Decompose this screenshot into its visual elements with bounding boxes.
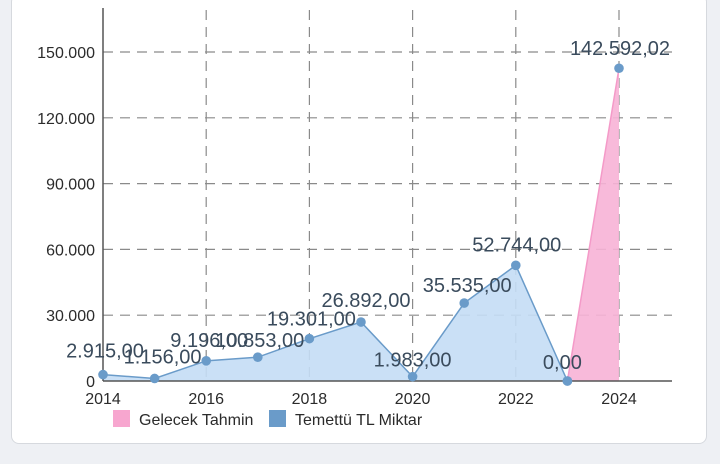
data-points <box>98 63 624 386</box>
y-tick-label: 90.000 <box>46 177 95 194</box>
data-label: 19.301,00 <box>267 309 356 331</box>
data-point <box>562 376 573 386</box>
x-tick-label: 2016 <box>188 391 224 408</box>
data-point <box>252 352 263 362</box>
legend-label: Temettü TL Miktar <box>295 412 423 429</box>
legend-swatch <box>113 410 130 427</box>
series-line <box>566 68 620 382</box>
y-tick-label: 120.000 <box>37 111 95 128</box>
legend-label: Gelecek Tahmin <box>139 412 253 429</box>
data-labels: 2.915,001.156,009.196,0010.853,0019.301,… <box>66 38 670 374</box>
y-tick-label: 0 <box>86 374 95 391</box>
x-tick-label: 2022 <box>498 391 534 408</box>
data-point <box>356 317 366 327</box>
data-point <box>407 371 418 382</box>
x-tick-label: 2024 <box>601 391 637 408</box>
data-point <box>149 373 160 384</box>
data-label: 1.983,00 <box>374 350 452 372</box>
data-label: 35.535,00 <box>423 275 512 297</box>
y-tick-label: 60.000 <box>46 242 95 259</box>
data-point <box>98 369 108 380</box>
data-point <box>511 260 521 271</box>
data-point <box>459 298 470 308</box>
data-point <box>614 63 624 74</box>
y-tick-label: 150.000 <box>37 45 95 62</box>
x-tick-label: 2020 <box>395 391 431 408</box>
x-tick-label: 2014 <box>85 391 121 408</box>
tick-labels: 0 30.000 60.000 90.000 120.000 150.000 2014 201… <box>37 45 637 408</box>
series-areas <box>102 68 620 382</box>
data-label: 0,00 <box>543 352 582 374</box>
data-label: 26.892,00 <box>322 290 411 312</box>
data-point <box>201 356 211 366</box>
series-area <box>103 265 568 381</box>
legend-swatch <box>269 410 286 427</box>
series-line <box>102 264 569 382</box>
axes <box>102 8 672 382</box>
data-label: 1.156,00 <box>124 346 202 368</box>
data-label: 52.744,00 <box>472 234 561 256</box>
data-point <box>304 333 315 344</box>
y-tick-label: 30.000 <box>46 308 95 325</box>
x-tick-label: 2018 <box>292 391 328 408</box>
data-label: 10.853,00 <box>215 330 304 352</box>
data-label: 142.592,02 <box>570 38 670 60</box>
legend: Gelecek Tahmin Temettü TL Miktar <box>113 410 423 429</box>
data-label: 2.915,00 <box>66 341 144 363</box>
data-label: 9.196,00 <box>170 330 248 352</box>
